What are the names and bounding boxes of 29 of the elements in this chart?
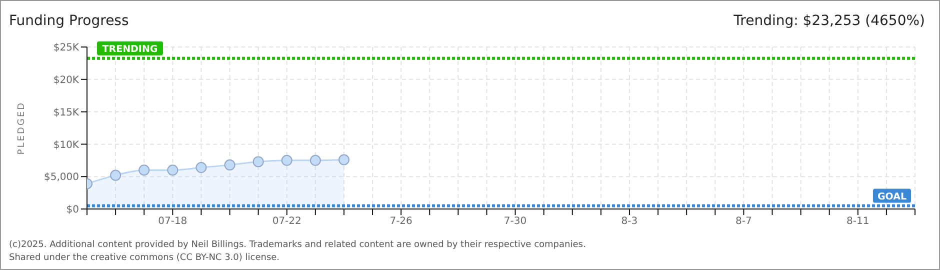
- x-tick-label: 07-22: [272, 216, 302, 228]
- point: [138, 164, 150, 176]
- ref-line-label: TRENDING: [102, 44, 158, 55]
- y-tick-label: $25K: [53, 42, 80, 54]
- point: [196, 162, 207, 174]
- text: Shared under the creative commons (CC BY-NC 3.0) license.: [9, 252, 281, 265]
- chart-title: Funding Progress: [9, 13, 129, 29]
- y-axis-title: PLEDGED: [17, 101, 28, 155]
- x-tick-label: 7-30: [504, 216, 527, 228]
- ref-line-label: GOAL: [877, 191, 907, 202]
- x-tick-label: 7-26: [390, 216, 412, 228]
- y-tick-label: $5,000: [44, 172, 79, 184]
- point: [252, 156, 264, 168]
- text: (c)2025. Additional content provided by Neil Billings. Trademarks and related content are owned by their respective companies.: [9, 239, 586, 252]
- x-tick-label: 8-3: [621, 216, 638, 228]
- y-tick-label: $20K: [53, 74, 80, 86]
- y-tick-label: $0: [66, 204, 79, 216]
- x-tick-label: 8-11: [846, 216, 870, 228]
- y-tick-label: $15K: [53, 107, 80, 118]
- chart-subtitle: Trending: $23,253 (4650%): [734, 13, 925, 29]
- x-tick-label: 8-7: [736, 216, 752, 228]
- y-tick-label: $10K: [53, 140, 80, 151]
- point: [310, 154, 321, 166]
- x-tick-label: 07-18: [158, 216, 188, 228]
- point: [110, 170, 122, 181]
- point: [338, 154, 350, 166]
- point: [281, 154, 292, 166]
- point: [167, 164, 178, 176]
- point: [224, 159, 236, 170]
